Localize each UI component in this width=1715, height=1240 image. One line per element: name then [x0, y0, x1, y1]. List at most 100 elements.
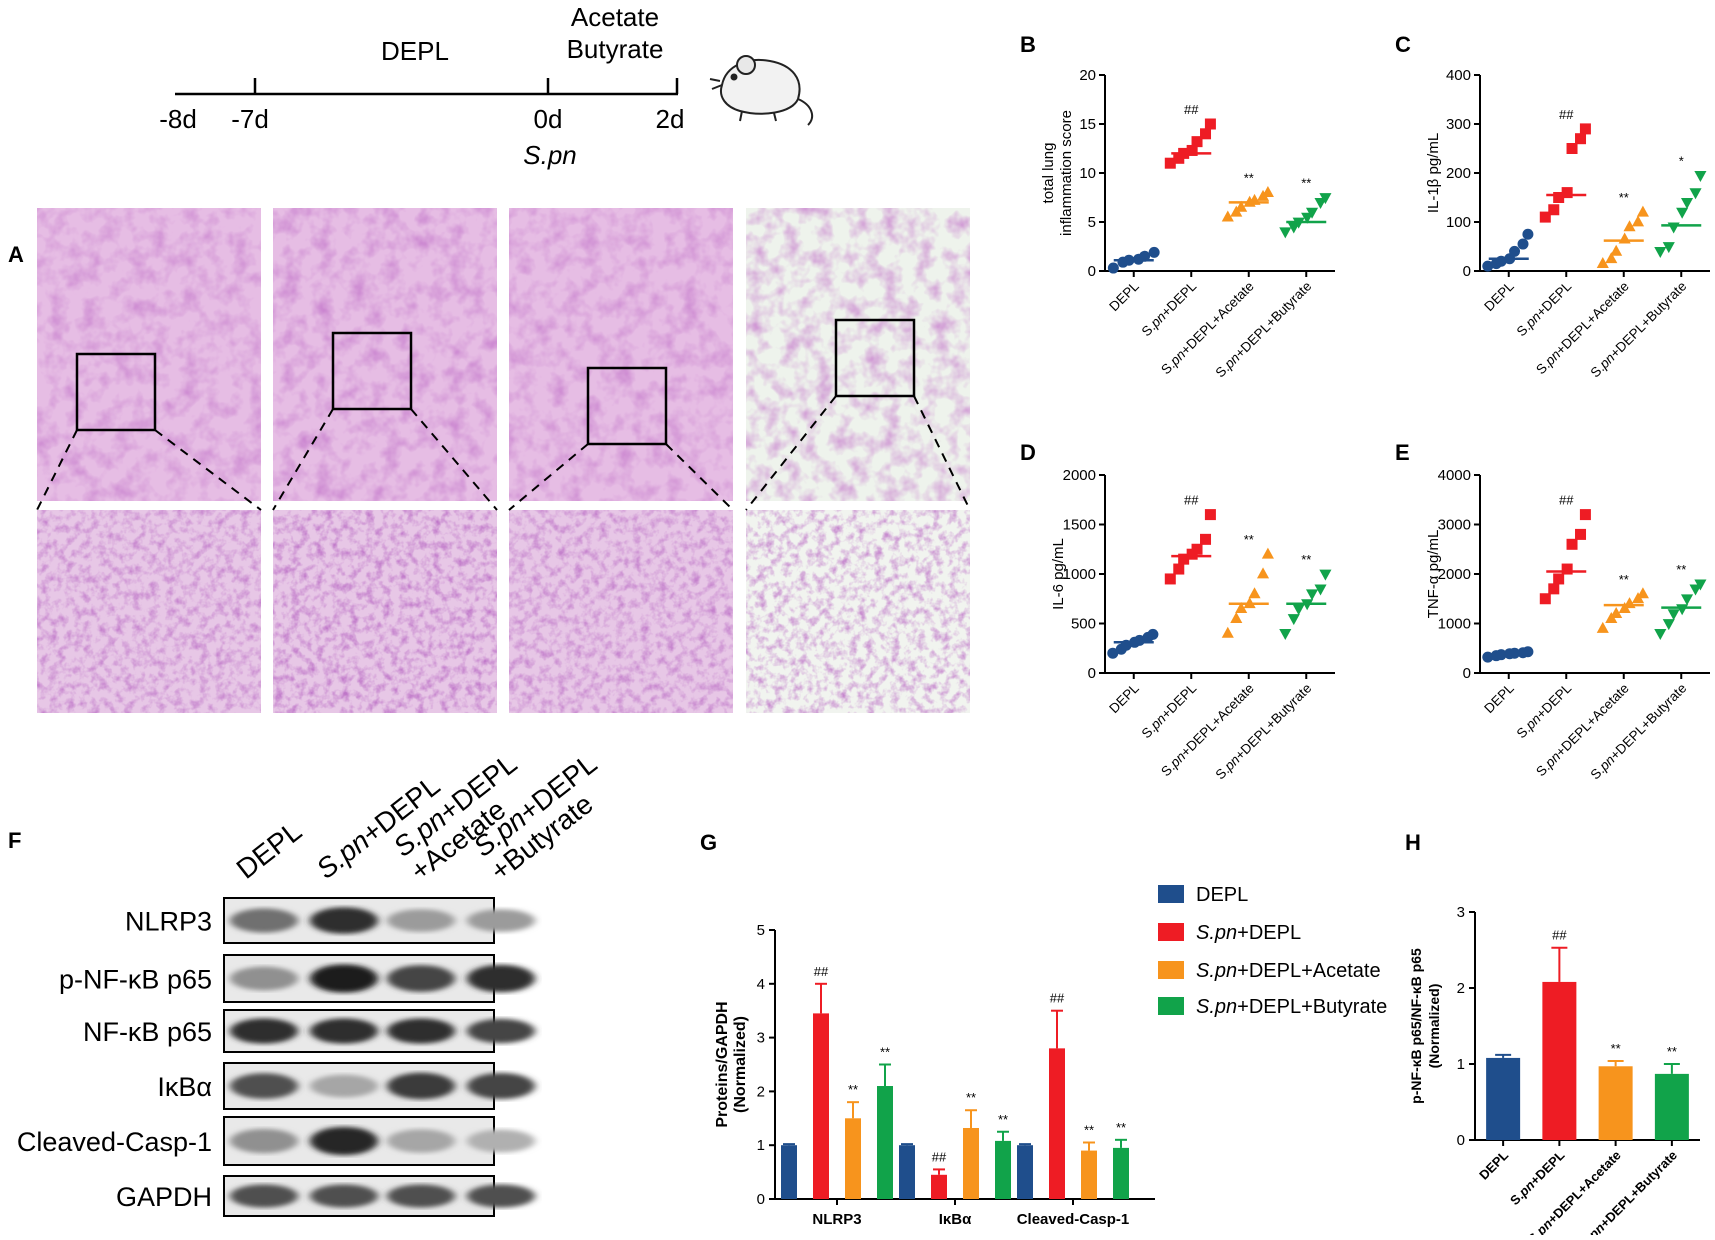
- significance-label: **: [1611, 1041, 1621, 1056]
- x-tick-label-1: S.pn+DEPL: [1514, 680, 1575, 741]
- legend-label: S.pn+DEPL: [1196, 922, 1301, 944]
- data-point: [1186, 144, 1198, 156]
- bar: [931, 1174, 947, 1199]
- histology-zoom-texture: [746, 510, 970, 713]
- significance-label: **: [1301, 176, 1311, 191]
- x-label-rest: +DEPL: [1533, 278, 1574, 319]
- bar: [1598, 1066, 1633, 1140]
- panel-letter-a: A: [8, 242, 24, 267]
- data-point: [1636, 205, 1649, 217]
- legend-label-rest: +DEPL+Butyrate: [1237, 996, 1387, 1018]
- blot-band: [230, 1018, 298, 1044]
- significance-label: **: [1301, 552, 1311, 567]
- x-tick-label-3: S.pn+DEPL+Butyrate: [1587, 681, 1689, 783]
- western-blot-panel: DEPL S.pn+DEPLS.pn+DEPL+AcetateS.pn+DEPL+…: [17, 748, 603, 1217]
- panel-letter-g: G: [700, 830, 717, 855]
- blot-band: [467, 1072, 535, 1100]
- data-point: [1509, 245, 1521, 257]
- legend-label: S.pn+DEPL+Acetate: [1196, 960, 1381, 982]
- bar: [781, 1145, 797, 1199]
- bar: [1654, 1073, 1689, 1140]
- data-point: [1694, 171, 1707, 183]
- data-point: [1596, 257, 1609, 269]
- data-point: [1204, 509, 1216, 521]
- y-tick-label: 15: [1079, 116, 1096, 133]
- data-point: [1566, 143, 1578, 154]
- bar: [1081, 1150, 1097, 1199]
- data-point: [1235, 200, 1248, 212]
- bar: [963, 1127, 979, 1199]
- zoom-connector-right: [154, 429, 262, 511]
- data-point: [1689, 584, 1702, 596]
- y-tick-label: 3: [1457, 904, 1465, 921]
- y-tick-label: 0: [1463, 263, 1471, 280]
- significance-label: **: [848, 1082, 858, 1097]
- legend-label-italic: S.pn: [1196, 996, 1237, 1018]
- data-point: [1610, 244, 1623, 256]
- data-point: [1200, 533, 1212, 545]
- panel-letter-h: H: [1405, 830, 1421, 855]
- panel-letter-d: D: [1020, 440, 1036, 465]
- data-point: [1221, 210, 1234, 222]
- data-point: [1279, 227, 1292, 239]
- legend-label-rest: +DEPL+Acetate: [1237, 960, 1380, 982]
- blot-band: [230, 908, 298, 933]
- y-tick-label: 5: [1088, 214, 1096, 231]
- significance-label: **: [1676, 562, 1686, 577]
- x-tick-label-1: S.pn+DEPL: [1514, 278, 1575, 339]
- data-point: [1230, 611, 1243, 623]
- x-tick-label-3: S.pn+DEPL+Butyrate: [1587, 279, 1689, 381]
- significance-label: *: [1679, 153, 1684, 168]
- data-point: [1631, 215, 1645, 227]
- data-point: [1662, 619, 1675, 631]
- y-tick-label: 2000: [1063, 467, 1096, 484]
- significance-label: ##: [1050, 991, 1065, 1006]
- timeline-label-minus8d: -8d: [159, 104, 197, 134]
- y-tick-label: 1: [757, 1137, 765, 1154]
- y-axis-label: TNF-α pg/mL: [1425, 530, 1442, 619]
- y-tick-label: 4: [757, 976, 765, 993]
- panel-letter-c: C: [1395, 32, 1411, 57]
- significance-label: **: [1619, 190, 1629, 205]
- data-point: [1305, 589, 1319, 601]
- timeline-label-2d: 2d: [656, 104, 685, 134]
- histology-zoom-texture: [273, 510, 497, 713]
- timeline-phase-butyrate: Butyrate: [567, 34, 664, 64]
- blot-row-label: IκBα: [157, 1072, 212, 1102]
- blot-band: [310, 1018, 378, 1044]
- data-point: [1204, 118, 1216, 130]
- data-point: [1279, 629, 1292, 640]
- data-point: [1623, 220, 1636, 232]
- zoom-connector-right: [913, 395, 971, 511]
- blot-row-label: p-NF-κB p65: [59, 965, 212, 995]
- chart-nfkb-ratio: 0 1 2 3 p-NF-κB p65/NF-κB p65 (Normalized) DEP…: [1408, 904, 1700, 1240]
- y-axis-label: p-NF-κB p65/NF-κB p65: [1408, 948, 1424, 1104]
- experiment-timeline: -8d -7d 0d 2d DEPL Acetate Butyrate S.pn: [159, 2, 814, 170]
- bar: [1486, 1057, 1521, 1140]
- x-tick-label: NLRP3: [812, 1211, 861, 1228]
- zoom-region-box: [834, 318, 916, 398]
- data-point: [1164, 157, 1176, 169]
- blot-band: [387, 1072, 455, 1100]
- y-tick-label: 5: [757, 922, 765, 939]
- x-tick-label-0: DEPL: [1481, 680, 1517, 716]
- blot-band: [387, 1184, 455, 1208]
- y-axis-label: total lung: [1040, 143, 1057, 204]
- bar: [1017, 1145, 1033, 1199]
- x-tick-label-0: DEPL: [1106, 680, 1142, 716]
- y-axis-label: IL-1β pg/mL: [1425, 133, 1442, 213]
- histology-zoom-texture: [37, 510, 261, 713]
- timeline-label-0d: 0d: [534, 104, 563, 134]
- bar: [1049, 1048, 1065, 1199]
- significance-label: **: [1244, 171, 1254, 186]
- data-point: [1261, 547, 1274, 559]
- x-tick-label-3: S.pn+DEPL+Butyrate: [1212, 279, 1314, 381]
- x-tick-label: IκBα: [939, 1211, 972, 1228]
- blot-row-label: Cleaved-Casp-1: [17, 1127, 212, 1157]
- blot-band: [310, 1126, 378, 1156]
- data-point: [1689, 188, 1702, 200]
- y-tick-label: 300: [1446, 116, 1471, 133]
- legend-swatch: [1158, 961, 1184, 979]
- data-point: [1178, 553, 1190, 565]
- y-tick-label: 400: [1446, 67, 1471, 84]
